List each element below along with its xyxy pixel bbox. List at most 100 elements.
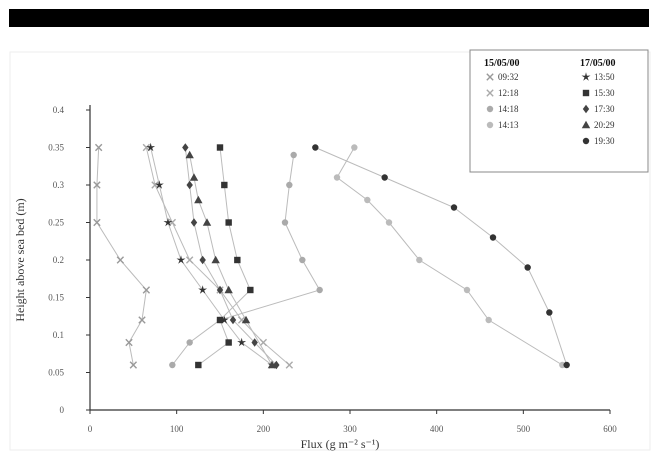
- data-point: [189, 173, 199, 181]
- x-tick-label: 200: [257, 424, 271, 434]
- series-line: [145, 147, 290, 366]
- marker-stroke: [125, 338, 133, 347]
- data-point: [524, 264, 531, 271]
- data-point: [225, 219, 232, 226]
- series-line: [171, 154, 321, 366]
- marker-stroke: [116, 256, 125, 264]
- series-line: [96, 147, 147, 366]
- data-point: [93, 218, 101, 227]
- legend-marker: [581, 120, 591, 129]
- legend-label: 13:50: [594, 72, 615, 82]
- series-line: [315, 147, 568, 366]
- data-point: [154, 180, 164, 189]
- legend-marker: [486, 73, 494, 81]
- data-point: [286, 181, 293, 189]
- data-point: [385, 219, 393, 226]
- data-point: [251, 338, 258, 347]
- series-0: [93, 143, 151, 369]
- data-point: [185, 150, 194, 159]
- marker-stroke: [94, 143, 103, 152]
- data-point: [563, 361, 570, 369]
- data-point: [125, 338, 133, 347]
- legend-marker: [486, 105, 494, 113]
- data-point: [182, 143, 189, 152]
- data-point: [186, 180, 193, 190]
- data-point: [219, 315, 229, 324]
- data-point: [416, 256, 423, 264]
- legend-label: 12:18: [498, 88, 519, 98]
- y-tick-label: 0.4: [53, 105, 65, 115]
- data-point: [169, 361, 176, 369]
- marker-stroke: [138, 316, 146, 324]
- legend: 15/05/00 17/05/00 09:32 12:18 14:18 14:13 13:5…: [469, 49, 649, 173]
- y-tick-label: 0.1: [53, 330, 64, 340]
- data-point: [142, 286, 151, 294]
- data-point: [194, 195, 203, 204]
- data-point: [195, 361, 202, 369]
- y-tick-label: 0.25: [48, 218, 64, 228]
- x-tick-label: 100: [170, 424, 184, 434]
- data-point: [333, 174, 341, 181]
- data-point: [146, 142, 156, 152]
- data-point: [216, 285, 224, 295]
- data-point: [281, 219, 289, 226]
- x-axis-label: Flux (g m⁻² s⁻¹): [301, 437, 380, 451]
- data-point: [216, 144, 224, 151]
- data-point: [234, 256, 241, 264]
- y-axis-label: Height above sea bed (m): [13, 198, 27, 321]
- data-point: [489, 234, 497, 241]
- legend-group-title: 15/05/00: [484, 58, 520, 69]
- data-point: [202, 218, 212, 226]
- data-point: [163, 217, 173, 227]
- marker-stroke: [129, 361, 138, 369]
- data-point: [116, 256, 125, 264]
- marker-stroke: [142, 286, 151, 294]
- data-point: [198, 285, 208, 294]
- legend-label: 19:30: [594, 136, 615, 146]
- legend-marker: [582, 137, 590, 145]
- series-line: [189, 154, 273, 366]
- data-point: [138, 316, 146, 324]
- data-point: [267, 360, 277, 369]
- x-tick-label: 500: [517, 424, 531, 434]
- series-1: [142, 143, 294, 369]
- data-point: [381, 174, 388, 181]
- data-point: [247, 286, 254, 294]
- data-point: [93, 181, 101, 189]
- marker-stroke: [168, 218, 177, 227]
- data-point: [168, 218, 177, 227]
- legend-marker: [486, 89, 494, 97]
- data-point: [229, 315, 237, 325]
- data-point: [94, 143, 103, 152]
- marker-stroke: [93, 181, 101, 189]
- data-point: [285, 361, 294, 369]
- data-point: [190, 218, 198, 227]
- legend-label: 09:32: [498, 72, 519, 82]
- y-tick-label: 0.35: [48, 143, 64, 153]
- x-tick-label: 300: [343, 424, 357, 434]
- data-point: [316, 286, 323, 294]
- data-point: [364, 196, 371, 204]
- legend-label: 14:18: [498, 104, 519, 114]
- marker-stroke: [151, 181, 159, 189]
- legend-marker: [581, 72, 591, 81]
- series-line: [198, 147, 251, 366]
- legend-label: 20:29: [594, 120, 615, 130]
- legend-marker: [486, 121, 494, 129]
- plot-frame: [9, 51, 651, 451]
- data-point: [450, 204, 458, 211]
- data-point: [176, 255, 186, 264]
- series-8: [312, 144, 570, 369]
- data-point: [241, 315, 251, 324]
- chart-marks: [93, 142, 570, 370]
- legend-label: 15:30: [594, 88, 615, 98]
- legend-group-title: 17/05/00: [580, 58, 616, 69]
- series-7: [185, 150, 277, 369]
- marker-stroke: [185, 256, 194, 264]
- series-4: [146, 142, 277, 369]
- data-point: [351, 144, 358, 151]
- axes: 0 100 200 300 400 500 600 0 0.05 0.1 0.15 0.2 0.25 0.…: [48, 105, 617, 434]
- data-point: [485, 316, 492, 324]
- x-tick-label: 400: [430, 424, 444, 434]
